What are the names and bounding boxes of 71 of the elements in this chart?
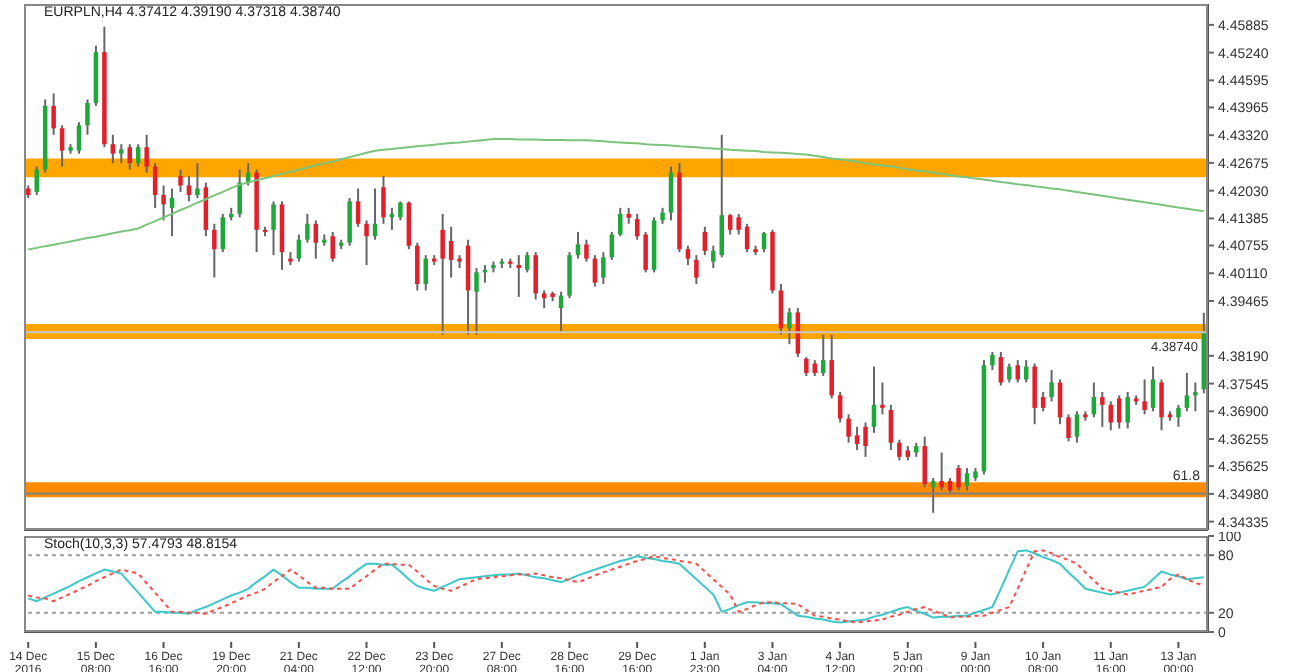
candlestick: [854, 425, 860, 451]
candlestick: [1007, 362, 1012, 384]
candlestick: [1142, 378, 1147, 416]
candlestick: [144, 133, 149, 174]
candlestick: [711, 244, 716, 270]
candlestick: [1032, 362, 1037, 426]
candlestick: [305, 212, 310, 244]
candlestick: [1184, 372, 1190, 413]
candlestick: [575, 230, 581, 260]
candlestick: [237, 168, 242, 219]
candlestick: [863, 421, 868, 458]
candlestick: [846, 413, 851, 444]
candlestick: [990, 350, 995, 372]
candlestick: [178, 168, 183, 193]
candlestick: [939, 451, 944, 492]
candlestick: [736, 212, 741, 236]
candlestick: [956, 464, 961, 492]
candlestick: [1100, 390, 1105, 428]
candlestick: [440, 212, 445, 336]
candlestick: [474, 267, 479, 336]
candlestick: [161, 184, 166, 222]
candlestick: [1040, 390, 1046, 413]
line-series: [27, 138, 1205, 251]
candlestick: [880, 381, 885, 416]
candlestick: [220, 212, 226, 254]
candlestick: [364, 219, 369, 267]
candlestick: [34, 165, 39, 196]
candlestick: [1193, 381, 1198, 413]
candlestick: [271, 200, 276, 257]
candlestick: [533, 251, 538, 301]
candlestick: [694, 254, 699, 285]
candlestick: [1159, 378, 1164, 432]
candlestick: [1176, 403, 1181, 428]
candlestick: [727, 212, 733, 236]
candlestick: [897, 438, 902, 462]
candlestick: [1150, 365, 1156, 413]
candlestick: [347, 196, 352, 247]
candlestick: [59, 124, 65, 168]
candlestick: [922, 435, 927, 489]
candlestick: [888, 403, 894, 451]
candlestick: [1125, 390, 1130, 430]
candlestick: [601, 251, 606, 285]
candlestick: [119, 143, 124, 165]
candlestick: [186, 175, 192, 203]
candlestick: [1066, 413, 1071, 443]
candlestick: [618, 206, 623, 238]
candlestick: [85, 98, 90, 136]
candlestick: [643, 230, 648, 274]
candlestick: [381, 175, 386, 225]
candlestick: [584, 238, 589, 263]
candlestick: [212, 222, 217, 279]
line-series: [27, 549, 1205, 624]
candlestick: [76, 121, 82, 155]
candlestick: [787, 307, 792, 346]
candlestick: [330, 230, 335, 263]
candlestick: [398, 200, 403, 222]
candlestick: [685, 244, 691, 267]
candlestick: [964, 467, 970, 492]
candlestick: [110, 133, 116, 165]
candlestick: [195, 162, 200, 199]
candlestick: [820, 333, 826, 378]
candlestick: [524, 251, 530, 274]
candlestick: [804, 356, 809, 378]
candlestick: [1074, 410, 1080, 444]
candlestick: [51, 92, 56, 136]
candlestick: [355, 187, 361, 228]
candlestick: [415, 241, 420, 292]
candlestick: [1049, 369, 1054, 403]
candlestick: [837, 390, 843, 424]
candlestick: [567, 251, 572, 300]
candlestick: [829, 333, 834, 400]
